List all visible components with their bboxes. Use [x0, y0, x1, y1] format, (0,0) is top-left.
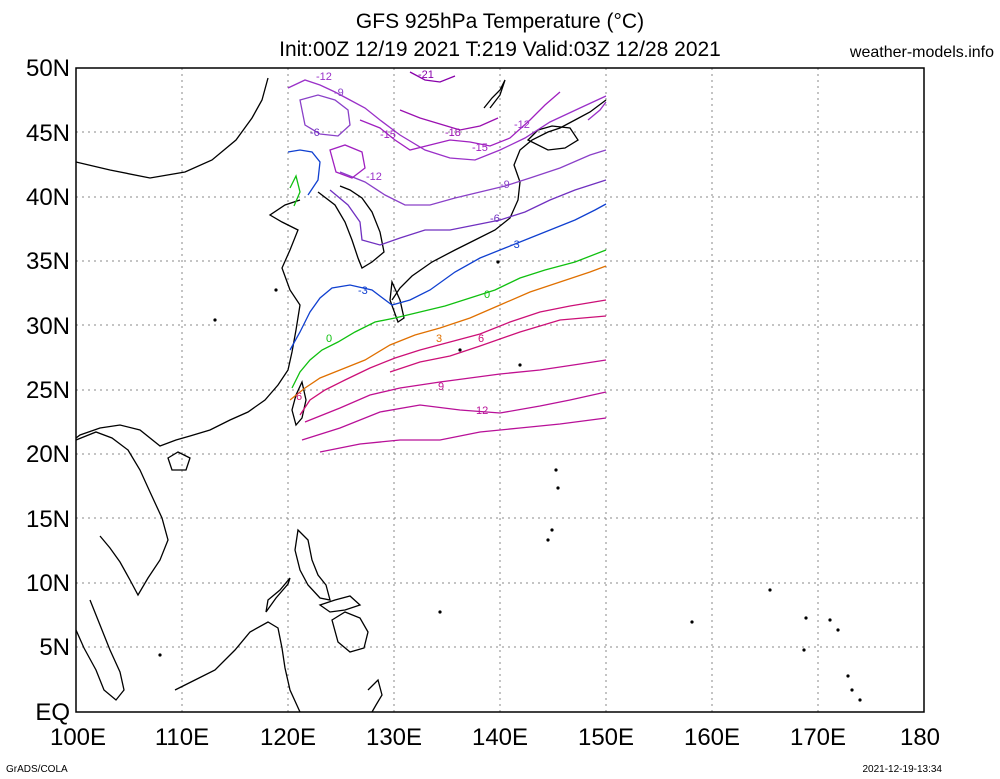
coast-malay — [75, 599, 125, 701]
coast-sulawesi — [367, 678, 383, 713]
contour-label: -6 — [490, 213, 500, 225]
coast-borneo — [174, 621, 301, 713]
coast-korea — [317, 185, 385, 269]
contour-m6 — [329, 179, 607, 246]
y-tick-label: 25N — [26, 377, 70, 404]
map-subtitle: Init:00Z 12/19 2021 T:219 Valid:03Z 12/2… — [279, 38, 721, 61]
contour-m15 — [359, 91, 561, 151]
contour-m15b — [329, 144, 366, 179]
contour-label: 0 — [484, 289, 490, 301]
contour-label: -12 — [366, 171, 382, 183]
y-tick-label: 35N — [26, 248, 70, 275]
contour-m12 — [287, 79, 607, 161]
x-tick-label: 180 — [900, 724, 940, 751]
contour-label: 6 — [478, 333, 484, 345]
contour-label: -3 — [510, 239, 520, 251]
map-frame — [75, 67, 925, 713]
contour-label: 3 — [436, 333, 442, 345]
footer-timestamp: 2021-12-19-13:34 — [862, 764, 942, 775]
coast-palawan — [265, 577, 291, 613]
y-tick-label: 20N — [26, 441, 70, 468]
y-tick-label: 50N — [26, 55, 70, 82]
contour-label: -12 — [316, 71, 332, 83]
contour-9 — [304, 359, 607, 423]
contour-m12b — [587, 101, 607, 121]
contour-0b — [289, 174, 301, 207]
contour-label: 0 — [326, 333, 332, 345]
contour-labels: -21 -18 -15 -15 -12 -12 -12 -9 -9 -6 -6 … — [296, 69, 530, 417]
contour-m3 — [289, 203, 607, 351]
contour-m21 — [409, 71, 456, 83]
x-tick-label: 120E — [260, 724, 316, 751]
contour-label: -9 — [334, 87, 344, 99]
x-tick-label: 130E — [366, 724, 422, 751]
y-tick-label: 15N — [26, 506, 70, 533]
contour-label: -18 — [445, 127, 461, 139]
coastlines — [75, 77, 607, 713]
contour-m9b — [299, 94, 351, 137]
x-tick-label: 150E — [578, 724, 634, 751]
y-tick-label: 45N — [26, 120, 70, 147]
coast-kyushu — [389, 279, 405, 323]
x-tick-label: 140E — [472, 724, 528, 751]
y-tick-label: 10N — [26, 570, 70, 597]
coast-sakhalin — [483, 79, 506, 109]
y-tick-label: 30N — [26, 313, 70, 340]
x-tick-label: 100E — [50, 724, 106, 751]
coast-asia-north — [75, 77, 269, 179]
coast-mindanao — [331, 611, 369, 653]
contour-12b — [319, 417, 607, 453]
contour-label: 9 — [438, 381, 444, 393]
contour-label: -15 — [472, 142, 488, 154]
contour-6b — [389, 315, 607, 373]
coast-indochina — [75, 431, 169, 597]
temperature-contours — [287, 71, 607, 453]
contour-6 — [299, 299, 607, 416]
coast-china — [75, 199, 301, 447]
coast-hainan — [167, 451, 191, 471]
contour-label: 12 — [476, 405, 488, 417]
contour-label: -3 — [358, 285, 368, 297]
contour-label: -9 — [500, 179, 510, 191]
contour-0 — [291, 249, 607, 389]
contour-label: -21 — [418, 69, 434, 81]
contour-12 — [301, 391, 607, 441]
coast-japan — [391, 99, 607, 301]
island-dots — [158, 260, 862, 702]
x-axis: 100E 110E 120E 130E 140E 150E 160E 170E … — [50, 724, 940, 751]
coast-luzon — [294, 528, 331, 601]
footer-credit: GrADS/COLA — [6, 764, 68, 775]
coast-hokkaido — [526, 125, 579, 151]
contour-label: -15 — [380, 129, 396, 141]
x-tick-label: 110E — [155, 724, 209, 751]
contour-label: -6 — [310, 127, 320, 139]
contour-label: 6 — [296, 391, 302, 403]
contour-m3b — [287, 149, 321, 196]
x-tick-label: 160E — [684, 724, 740, 751]
brand-label: weather-models.info — [849, 44, 994, 61]
y-tick-label: 40N — [26, 184, 70, 211]
contour-m9 — [339, 149, 607, 206]
y-tick-label: 5N — [39, 634, 70, 661]
x-tick-label: 170E — [790, 724, 846, 751]
contour-label: -12 — [514, 119, 530, 131]
contour-3 — [289, 265, 607, 401]
contour-m18 — [399, 109, 499, 131]
y-tick-label: EQ — [35, 699, 70, 726]
map-title: GFS 925hPa Temperature (°C) — [355, 10, 645, 33]
coast-visayas — [318, 595, 362, 613]
y-axis: 50N 45N 40N 35N 30N 25N 20N 15N 10N 5N E… — [26, 55, 70, 726]
